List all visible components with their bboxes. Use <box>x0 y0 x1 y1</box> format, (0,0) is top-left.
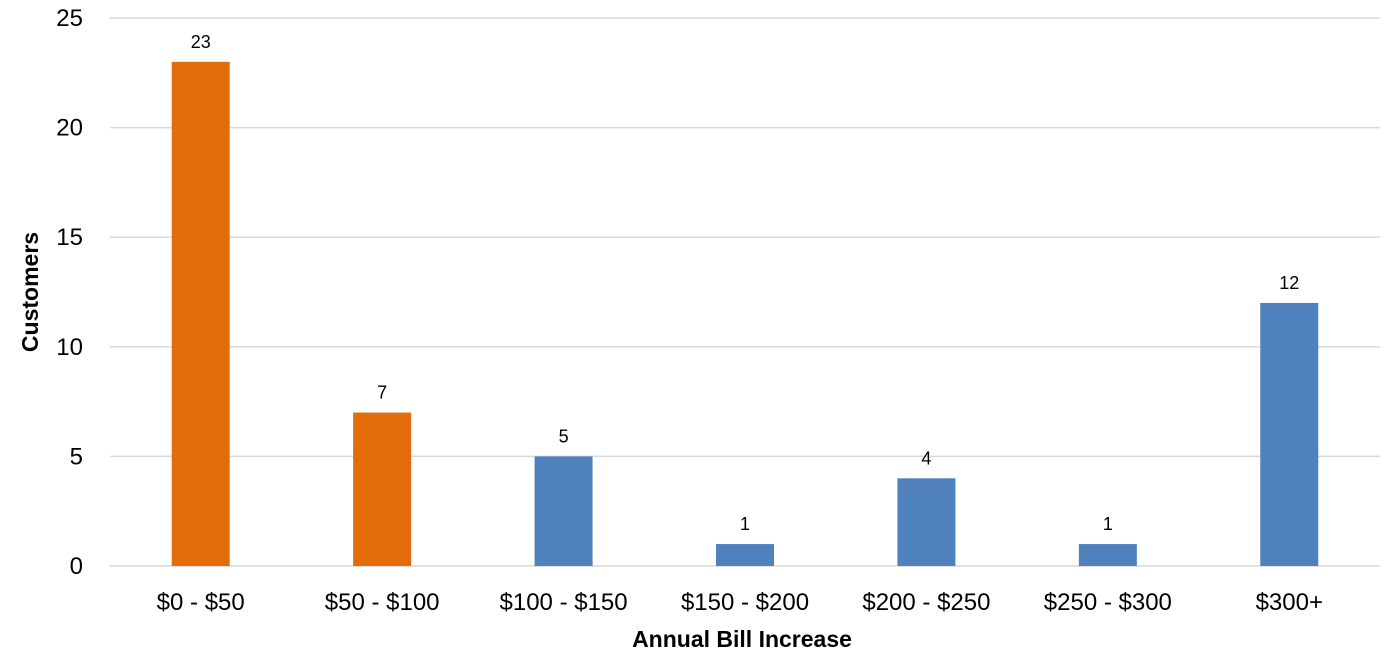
bar <box>1260 302 1319 566</box>
data-label: 1 <box>740 514 750 534</box>
x-tick-label: $250 - $300 <box>1044 589 1172 616</box>
data-label: 1 <box>1103 514 1113 534</box>
bar <box>897 478 956 566</box>
bar <box>716 544 774 566</box>
x-tick-label: $150 - $200 <box>681 589 809 616</box>
x-tick-label: $0 - $50 <box>157 589 245 616</box>
x-tick-label: $50 - $100 <box>325 589 440 616</box>
data-label: 5 <box>559 426 569 446</box>
y-tick-label: 10 <box>56 334 83 361</box>
data-label: 4 <box>921 448 931 468</box>
y-tick-label: 25 <box>56 5 83 32</box>
bars <box>171 61 1319 567</box>
y-tick-label: 15 <box>56 224 83 251</box>
x-tick-label: $300+ <box>1256 589 1323 616</box>
y-tick-label: 20 <box>56 115 83 142</box>
y-tick-label: 0 <box>70 553 83 580</box>
bar <box>171 61 230 567</box>
x-tick-label: $200 - $250 <box>862 589 990 616</box>
x-axis-title: Annual Bill Increase <box>632 626 852 652</box>
data-label: 12 <box>1279 273 1299 293</box>
x-tick-label: $100 - $150 <box>500 589 628 616</box>
x-axis-ticks: $0 - $50 $50 - $100 $100 - $150 $150 - $200… <box>157 589 1323 616</box>
y-tick-label: 5 <box>70 443 83 470</box>
bar <box>534 456 593 566</box>
data-labels: 23 7 5 1 4 1 12 <box>191 32 1300 534</box>
y-axis-title: Customers <box>17 232 43 352</box>
data-label: 23 <box>191 32 211 52</box>
bar <box>353 412 412 566</box>
bar <box>1078 544 1137 566</box>
y-axis-ticks: 0 5 10 15 20 25 <box>56 5 83 580</box>
gridlines <box>110 17 1380 567</box>
data-label: 7 <box>377 383 387 403</box>
